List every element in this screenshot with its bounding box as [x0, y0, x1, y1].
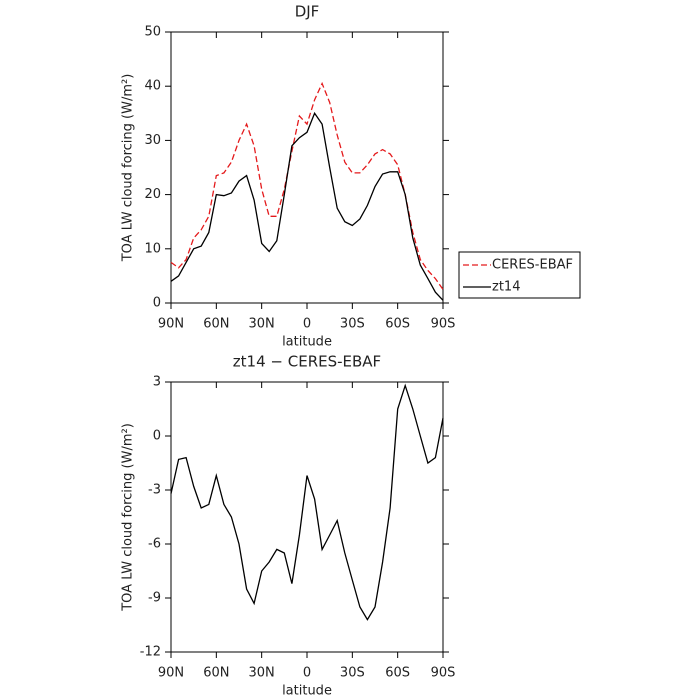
- data-line: [170, 111, 444, 301]
- y-tick-label: 3: [153, 375, 161, 390]
- x-tick-label: 30N: [249, 317, 275, 332]
- chart-title: DJF: [295, 3, 320, 21]
- plot-frame: [170, 31, 444, 304]
- x-tick-label: 30S: [340, 666, 365, 681]
- y-tick-label: 50: [144, 25, 161, 40]
- x-tick-label: 60N: [203, 317, 229, 332]
- x-axis-label: latitude: [282, 335, 332, 350]
- y-tick-label: -9: [148, 591, 161, 606]
- x-tick-label: 90N: [158, 666, 184, 681]
- legend-label: zt14: [492, 280, 520, 295]
- y-tick-label: 0: [153, 429, 161, 444]
- y-tick-label: -12: [140, 645, 161, 660]
- y-tick-label: 10: [144, 241, 161, 256]
- x-tick-label: 0: [303, 666, 311, 681]
- y-tick-label: -6: [148, 537, 161, 552]
- x-axis-label: latitude: [282, 684, 332, 699]
- legend-label: CERES-EBAF: [492, 258, 573, 273]
- y-axis-label: TOA LW cloud forcing (W/m²): [121, 423, 136, 612]
- x-tick-label: 30N: [249, 666, 275, 681]
- legend-box: [458, 251, 581, 299]
- x-tick-label: 90S: [431, 666, 456, 681]
- y-tick-label: 20: [144, 187, 161, 202]
- x-tick-label: 60S: [385, 666, 410, 681]
- data-line: [170, 383, 444, 621]
- x-tick-label: 90N: [158, 317, 184, 332]
- y-axis-label: TOA LW cloud forcing (W/m²): [121, 74, 136, 263]
- x-tick-label: 60N: [203, 666, 229, 681]
- x-tick-label: 90S: [431, 317, 456, 332]
- y-tick-label: -3: [148, 483, 161, 498]
- y-tick-label: 0: [153, 296, 161, 311]
- y-tick-label: 30: [144, 133, 161, 148]
- x-tick-label: 0: [303, 317, 311, 332]
- chart-title: zt14 − CERES-EBAF: [233, 353, 381, 371]
- x-tick-label: 30S: [340, 317, 365, 332]
- y-tick-label: 40: [144, 79, 161, 94]
- plot-frame: [170, 381, 444, 653]
- data-line: [170, 81, 444, 290]
- x-tick-label: 60S: [385, 317, 410, 332]
